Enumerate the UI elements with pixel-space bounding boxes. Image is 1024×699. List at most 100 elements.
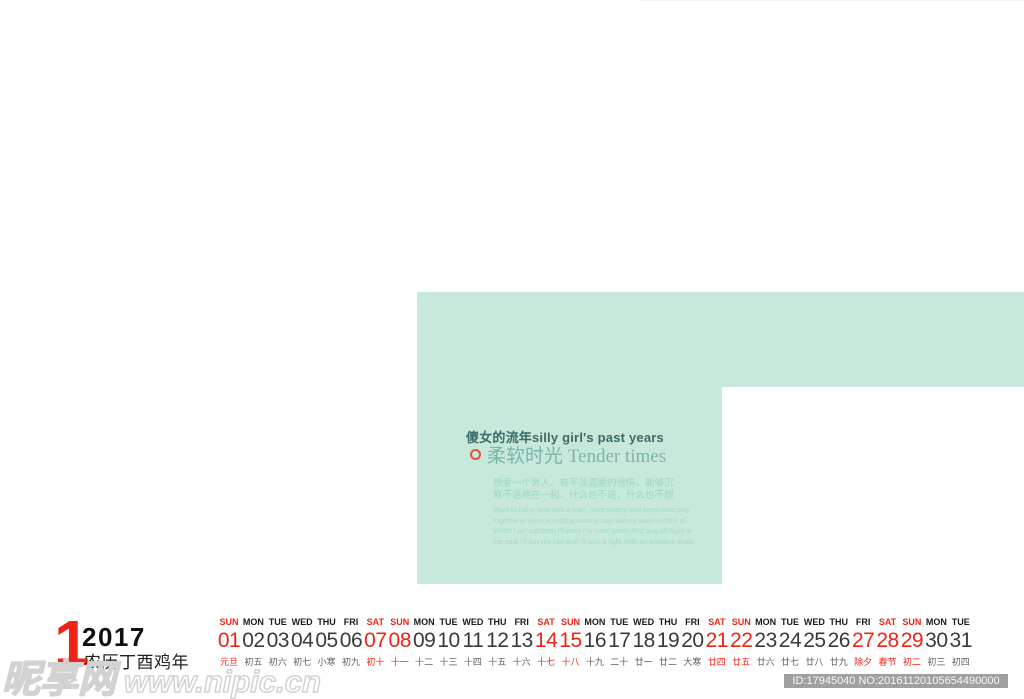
lunar-day-label: 廿四 xyxy=(707,657,726,667)
date-number: 28 xyxy=(876,629,899,652)
calendar-day: FRI 06 初九 xyxy=(339,617,363,668)
calendar-day: FRI 13 十六 xyxy=(510,617,534,668)
weekday-label: MON xyxy=(755,617,777,627)
weekday-label: FRI xyxy=(855,617,871,627)
weekday-label: TUE xyxy=(610,617,629,627)
date-number: 25 xyxy=(803,629,826,652)
calendar-day: SAT 14 十七 xyxy=(534,617,558,668)
calendar-day: TUE 31 初四 xyxy=(949,617,973,668)
calendar-day: THU 19 廿二 xyxy=(656,617,680,668)
calendar-day: WED 25 廿八 xyxy=(802,617,826,668)
weekday-label: MON xyxy=(242,617,264,627)
date-number: 06 xyxy=(339,629,363,652)
date-number: 10 xyxy=(437,629,460,652)
hero-paragraph-english: Want to fall in love with a man ,have wa… xyxy=(493,506,705,548)
weekday-label: WED xyxy=(462,617,484,627)
image-id-bar: ID:17945040 NO:20161120105654490000 xyxy=(784,674,1008,688)
lunar-day-label: 十二 xyxy=(415,657,434,667)
date-number: 04 xyxy=(290,629,314,652)
lunar-day-label: 大寒 xyxy=(683,657,702,667)
date-number: 29 xyxy=(900,629,924,652)
date-number: 05 xyxy=(315,629,338,652)
lunar-day-label: 初二 xyxy=(902,657,921,667)
weekday-label: SAT xyxy=(537,617,555,627)
lunar-day-label: 二十 xyxy=(610,657,629,667)
weekday-label: WED xyxy=(291,617,313,627)
lunar-day-label: 十一 xyxy=(390,657,409,667)
paragraph-line: Want to fall in love with a man ,have wa… xyxy=(493,507,690,514)
calendar-day: SUN 08 十一 xyxy=(388,617,412,668)
date-number: 27 xyxy=(851,629,875,652)
weekday-label: SAT xyxy=(366,617,385,627)
paragraph-line: When I am eighteen I'll paint my nose gr… xyxy=(493,528,692,535)
calendar-day: THU 26 廿九 xyxy=(827,617,851,668)
lunar-day-label: 十五 xyxy=(488,657,507,667)
lunar-day-label: 初六 xyxy=(268,657,287,667)
weekday-label: TUE xyxy=(439,617,458,627)
lunar-day-label: 除夕 xyxy=(854,657,873,667)
calendar-day: MON 30 初三 xyxy=(924,617,948,668)
calendar-day: SAT 07 初十 xyxy=(363,617,387,668)
site-watermark-name: 昵享网 xyxy=(1,658,117,699)
weekday-label: SUN xyxy=(219,617,239,627)
lunar-day-label: 廿二 xyxy=(659,657,678,667)
date-number: 16 xyxy=(583,629,607,652)
weekday-label: THU xyxy=(488,617,507,627)
date-number: 15 xyxy=(559,629,582,652)
lunar-day-label: 初十 xyxy=(366,657,385,667)
lunar-day-label: 十六 xyxy=(512,657,531,667)
paragraph-line: 默不语地在一起，什么也不说，什么也不想 xyxy=(493,490,674,501)
calendar-day: TUE 10 十三 xyxy=(437,617,461,668)
lunar-day-label: 十四 xyxy=(463,657,482,667)
calendar-day: TUE 03 初六 xyxy=(266,617,290,668)
date-number: 09 xyxy=(412,629,436,652)
red-circle-icon xyxy=(470,449,481,460)
weekday-label: TUE xyxy=(780,617,799,627)
calendar-day: SUN 29 初二 xyxy=(900,617,924,668)
site-watermark-url: www.nipic.cn xyxy=(123,663,321,699)
hero-mint-panel xyxy=(417,387,722,584)
lunar-day-label: 初四 xyxy=(951,657,970,667)
lunar-day-label: 初九 xyxy=(341,657,360,667)
site-watermark: 昵享网 www.nipic.cn xyxy=(1,648,321,699)
month-number: 1 xyxy=(54,607,90,679)
calendar-day: FRI 20 大寒 xyxy=(680,617,704,668)
calendar-day: TUE 17 二十 xyxy=(607,617,631,668)
calendar-day: SAT 21 廿四 xyxy=(705,617,729,668)
weekday-label: SUN xyxy=(731,617,751,627)
hero-subtitle: 傻女的流年silly girl's past years xyxy=(466,430,664,445)
calendar-day: WED 11 十四 xyxy=(461,617,485,668)
calendar-day: SAT 28 春节 xyxy=(876,617,900,668)
paragraph-line: 想爱一个男人、有平淡温暖的感情，能够沉 xyxy=(493,478,674,489)
lunar-day-label: 初三 xyxy=(927,657,946,667)
weekday-label: FRI xyxy=(514,617,529,627)
date-number: 21 xyxy=(705,629,729,652)
date-number: 30 xyxy=(925,629,948,652)
date-number: 12 xyxy=(486,629,509,652)
weekday-label: FRI xyxy=(685,617,700,627)
lunar-day-label: 初五 xyxy=(244,657,263,667)
weekday-label: WED xyxy=(633,617,655,627)
weekday-label: SAT xyxy=(708,617,726,627)
date-number: 31 xyxy=(949,629,973,652)
calendar-day: MON 09 十二 xyxy=(412,617,436,668)
weekday-label: TUE xyxy=(268,617,287,627)
weekday-label: THU xyxy=(829,617,849,627)
date-number: 18 xyxy=(632,629,655,652)
lunar-day-label: 春节 xyxy=(878,657,897,667)
date-number: 26 xyxy=(827,629,851,652)
calendar-day: MON 16 十九 xyxy=(583,617,607,668)
date-number: 24 xyxy=(778,629,802,652)
lunar-day-label: 廿五 xyxy=(732,657,751,667)
weekday-label: SUN xyxy=(902,617,922,627)
hero-paragraph-chinese: 想爱一个男人、有平淡温暖的感情，能够沉 默不语地在一起，什么也不说，什么也不想 xyxy=(493,478,705,502)
year-label: 2017 xyxy=(82,622,146,652)
weekday-label: WED xyxy=(803,617,825,627)
weekday-label: SUN xyxy=(560,617,580,627)
calendar-day: THU 12 十五 xyxy=(485,617,509,668)
lunar-day-label: 初七 xyxy=(293,657,312,667)
date-number: 03 xyxy=(266,629,290,652)
lunar-day-label: 廿八 xyxy=(805,657,824,667)
calendar-day: MON 02 初五 xyxy=(241,617,265,668)
